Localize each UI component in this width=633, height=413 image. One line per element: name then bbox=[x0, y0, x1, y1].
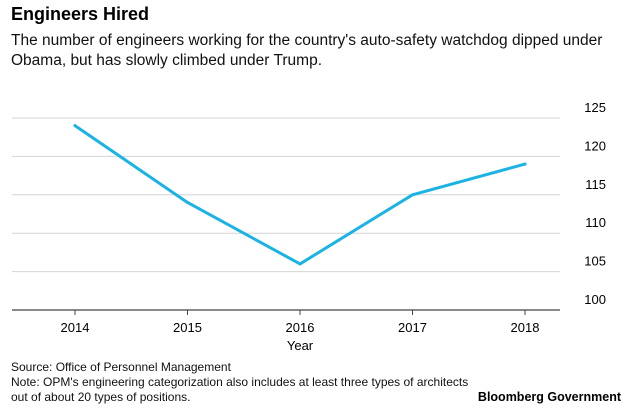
brand-logo-text: Bloomberg Government bbox=[477, 390, 621, 404]
x-axis-label: Year bbox=[287, 338, 314, 353]
y-tick-label-105: 105 bbox=[584, 254, 606, 269]
gridlines bbox=[12, 117, 560, 315]
y-tick-label-125: 125 bbox=[584, 100, 606, 115]
data-point-2017 bbox=[411, 193, 414, 197]
series-lines bbox=[73, 124, 527, 266]
methodology-note: Note: OPM's engineering categorization a… bbox=[11, 375, 469, 404]
data-point-2015 bbox=[186, 200, 189, 204]
x-tick-labels: 2014 2015 2016 2017 2018 bbox=[61, 320, 540, 335]
x-tick-label-2018: 2018 bbox=[511, 320, 540, 335]
x-tick-label-2015: 2015 bbox=[173, 320, 202, 335]
x-tick-label-2014: 2014 bbox=[61, 320, 90, 335]
chart-footer: Source: Office of Personnel Management N… bbox=[11, 360, 481, 405]
y-tick-label-100: 100 bbox=[584, 292, 606, 307]
y-tick-labels: 100 105 110 115 120 125 bbox=[584, 100, 606, 307]
y-tick-label-120: 120 bbox=[584, 138, 606, 153]
data-point-2018 bbox=[523, 162, 527, 166]
source-note: Source: Office of Personnel Management bbox=[11, 360, 231, 374]
x-tick-label-2016: 2016 bbox=[286, 320, 315, 335]
y-tick-label-110: 110 bbox=[585, 215, 606, 230]
chart-title: Engineers Hired bbox=[11, 4, 150, 24]
x-tick-label-2017: 2017 bbox=[398, 320, 427, 335]
chart-subtitle: The number of engineers working for the … bbox=[11, 32, 603, 69]
data-point-2014 bbox=[73, 124, 77, 128]
y-tick-label-115: 115 bbox=[585, 177, 606, 192]
data-point-2016 bbox=[298, 262, 302, 266]
